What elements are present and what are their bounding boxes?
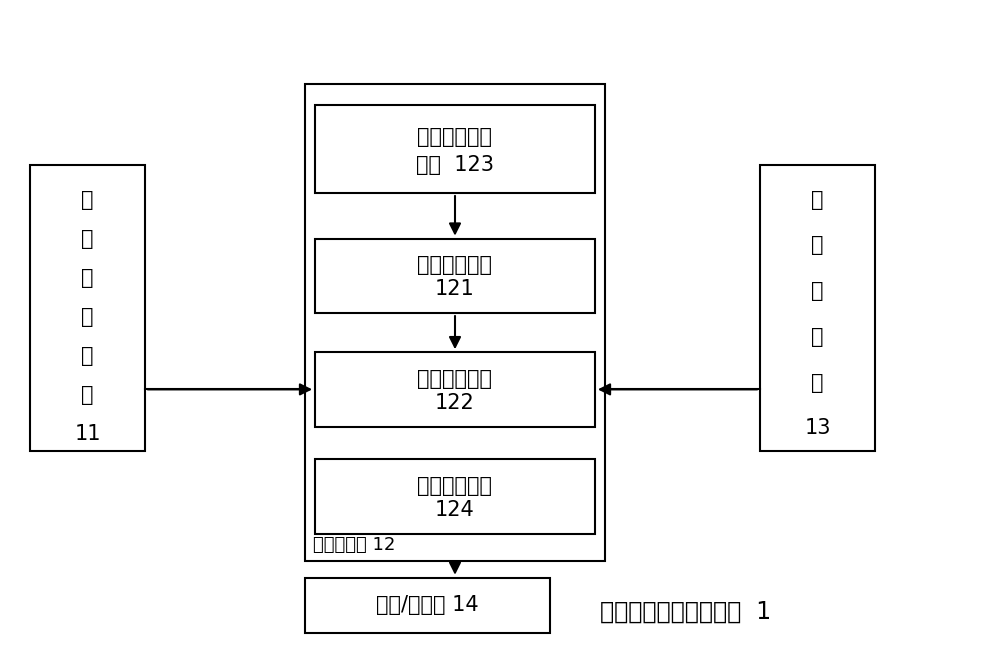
Text: 温: 温: [81, 190, 94, 210]
Text: 制冷/热模块 14: 制冷/热模块 14: [376, 595, 479, 615]
Text: 感: 感: [811, 327, 824, 347]
Text: 124: 124: [435, 500, 475, 520]
Text: 温: 温: [811, 190, 824, 210]
Text: 数据处理模块: 数据处理模块: [418, 255, 492, 275]
Text: 设: 设: [81, 268, 94, 288]
Bar: [30, 165, 145, 451]
Text: 122: 122: [435, 393, 475, 413]
Bar: [315, 459, 595, 533]
Text: 时间设定模块: 时间设定模块: [418, 476, 492, 496]
Text: 模: 模: [81, 346, 94, 366]
Text: 指令生成模块: 指令生成模块: [418, 369, 492, 389]
Text: 度: 度: [81, 229, 94, 249]
Text: 器: 器: [811, 373, 824, 393]
Bar: [760, 165, 875, 451]
Text: 定: 定: [81, 307, 94, 327]
Bar: [315, 352, 595, 427]
Text: 传: 传: [811, 281, 824, 301]
Text: 121: 121: [435, 279, 475, 299]
Bar: [305, 84, 605, 561]
Bar: [315, 105, 595, 193]
Text: 11: 11: [74, 424, 101, 444]
Bar: [305, 578, 550, 633]
Text: 温度偏离判断: 温度偏离判断: [418, 127, 492, 147]
Text: 块: 块: [81, 385, 94, 405]
Text: 温度控制器 12: 温度控制器 12: [313, 535, 395, 554]
Text: 模块  123: 模块 123: [416, 155, 494, 175]
Text: 度: 度: [811, 236, 824, 256]
Text: 13: 13: [804, 418, 831, 438]
Text: 中央空调温度控制系统  1: 中央空调温度控制系统 1: [600, 600, 771, 623]
Bar: [315, 239, 595, 313]
